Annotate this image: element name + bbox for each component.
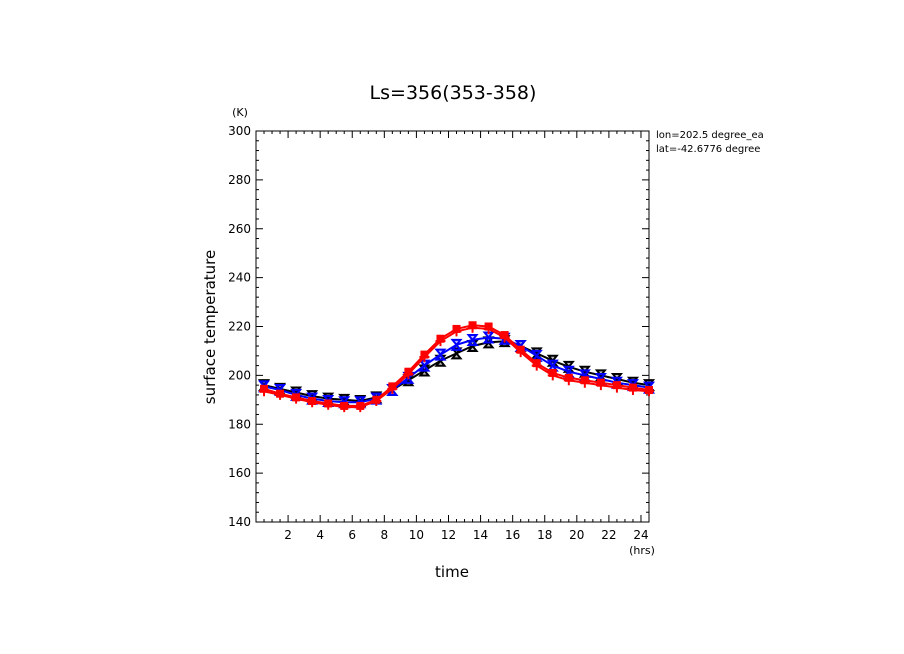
y-tick-label: 300 (228, 124, 251, 138)
x-tick-label: 14 (473, 528, 488, 542)
x-unit-label: (hrs) (629, 544, 655, 557)
x-tick-label: 8 (381, 528, 389, 542)
series-3-point (531, 360, 542, 371)
x-tick-label: 4 (316, 528, 324, 542)
series-3-point (339, 402, 350, 413)
y-tick-label: 260 (228, 222, 251, 236)
x-tick-label: 20 (569, 528, 584, 542)
series-3-point (435, 336, 446, 347)
series-3-point (451, 326, 462, 337)
series-3-point (323, 399, 334, 410)
plot-area: 2 4 6 8 10 12 14 16 18 20 22 2414016018020022024026… (228, 124, 656, 542)
y-tick-label: 220 (228, 320, 251, 334)
series-3-point (291, 393, 302, 404)
chart-title: Ls=356(353-358) (370, 82, 537, 104)
x-tick-label: 16 (505, 528, 520, 542)
series-3-point (499, 332, 510, 343)
series-1-point (450, 338, 463, 351)
y-tick-label: 180 (228, 417, 251, 431)
x-tick-label: 10 (409, 528, 424, 542)
y-tick-label: 200 (228, 368, 251, 382)
x-tick-label: 22 (601, 528, 616, 542)
x-tick-label: 6 (348, 528, 356, 542)
series-3-point (467, 322, 478, 333)
x-axis-title: time (435, 563, 469, 581)
series-3-point (355, 402, 366, 413)
series-0-point (450, 347, 463, 360)
series-1-point (482, 331, 495, 344)
y-tick-label: 160 (228, 466, 251, 480)
y-unit-label: (K) (232, 106, 248, 119)
series-3-point (595, 380, 606, 391)
series-3-point (611, 382, 622, 393)
series-3-point (579, 377, 590, 388)
series-3-point (371, 396, 382, 407)
y-tick-label: 140 (228, 515, 251, 529)
plot-frame (255, 130, 650, 523)
series-3-point (403, 369, 414, 380)
x-tick-label: 12 (441, 528, 456, 542)
series-1-point (434, 348, 447, 361)
y-tick-label: 280 (228, 173, 251, 187)
series-3-point (307, 397, 318, 408)
series-3-point (547, 370, 558, 381)
annotation-lat: lat=-42.6776 degree (656, 144, 760, 155)
series-3-point (627, 385, 638, 396)
series-1-point (418, 359, 431, 372)
series-3-point (483, 323, 494, 334)
annotation-lon: lon=202.5 degree_ea (656, 130, 764, 141)
y-tick-label: 240 (228, 271, 251, 285)
series-3-point (419, 352, 430, 363)
series-3-point (563, 375, 574, 386)
series-3-point (387, 383, 398, 394)
x-tick-label: 18 (537, 528, 552, 542)
series-3-point (275, 389, 286, 400)
series-1-point (466, 333, 479, 346)
series-2-line (263, 324, 650, 407)
y-axis-title: surface temperature (201, 250, 219, 405)
x-tick-label: 24 (633, 528, 648, 542)
series-3-point (259, 386, 270, 397)
series-3-point (515, 347, 526, 358)
x-tick-label: 2 (284, 528, 292, 542)
series-3-point (644, 386, 654, 397)
